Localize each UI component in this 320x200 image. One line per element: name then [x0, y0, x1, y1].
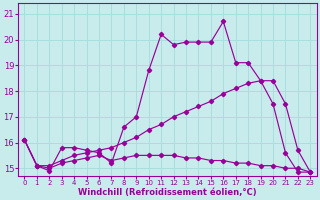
X-axis label: Windchill (Refroidissement éolien,°C): Windchill (Refroidissement éolien,°C): [78, 188, 257, 197]
